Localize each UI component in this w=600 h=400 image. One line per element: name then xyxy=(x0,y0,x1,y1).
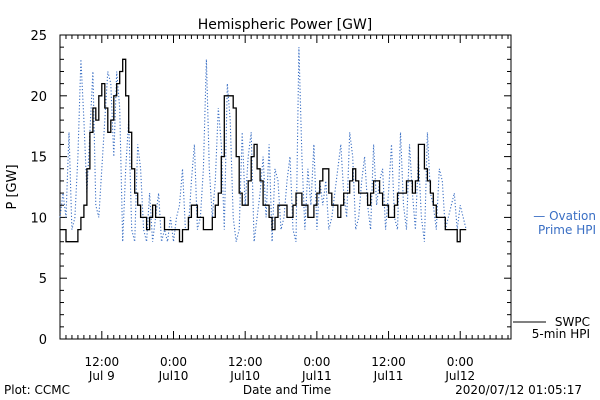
y-axis-ticks: 0 5 10 15 20 25 xyxy=(30,29,511,348)
x-tick-label-time: 0:00 xyxy=(447,355,474,369)
y-axis-label: P [GW] xyxy=(5,164,20,209)
legend-ovation-line1: — Ovation xyxy=(533,209,596,223)
x-tick-label-time: 12:00 xyxy=(85,355,120,369)
y-tick-label: 15 xyxy=(30,151,47,166)
series-layer xyxy=(59,47,467,243)
x-tick-label-date: Jul12 xyxy=(444,369,475,383)
swpc-series-line xyxy=(60,58,467,243)
legend-ovation: — Ovation Prime HPI xyxy=(533,209,596,237)
footer-timestamp: 2020/07/12 01:05:17 xyxy=(455,383,582,397)
footer-plot-credit: Plot: CCMC xyxy=(4,383,70,397)
x-tick-label-date: Jul10 xyxy=(229,369,260,383)
x-tick-label-time: 12:00 xyxy=(228,355,263,369)
y-tick-label: 5 xyxy=(39,272,47,287)
x-tick-label-time: 12:00 xyxy=(371,355,406,369)
y-tick-label: 10 xyxy=(30,211,47,226)
legend-swpc-line1: SWPC xyxy=(555,315,590,329)
x-tick-label-date: Jul11 xyxy=(373,369,404,383)
legend-ovation-line2: Prime HPI xyxy=(538,223,596,237)
ovation-series-line xyxy=(59,47,467,242)
x-axis-label: Date and Time xyxy=(243,383,331,397)
chart-title: Hemispheric Power [GW] xyxy=(198,17,373,33)
legend-swpc-line2: 5-min HPI xyxy=(532,327,590,341)
legend-swpc: SWPC 5-min HPI xyxy=(513,315,590,341)
x-tick-label-date: Jul10 xyxy=(158,369,189,383)
x-tick-label-time: 0:00 xyxy=(303,355,330,369)
y-tick-label: 20 xyxy=(30,90,47,105)
x-tick-label-date: Jul11 xyxy=(301,369,332,383)
y-tick-label: 25 xyxy=(30,29,47,44)
x-tick-label-time: 0:00 xyxy=(160,355,187,369)
plot-frame xyxy=(59,34,512,340)
y-tick-label: 0 xyxy=(39,333,47,348)
x-tick-label-date: Jul 9 xyxy=(88,369,115,383)
